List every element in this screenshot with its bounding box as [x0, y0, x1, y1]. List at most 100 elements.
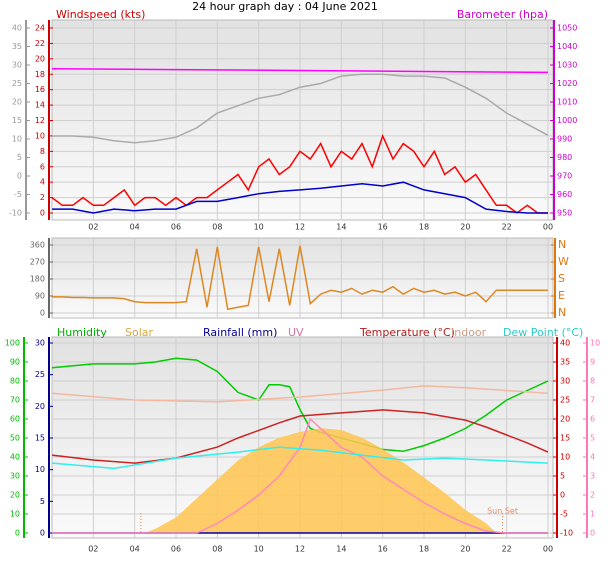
- legend-label: Solar: [125, 326, 154, 339]
- y-tick-label: 25: [35, 370, 45, 379]
- y-tick-label: 14: [35, 101, 45, 110]
- annotation: Sun Set: [487, 507, 518, 516]
- line: [51, 357, 549, 453]
- line: [51, 67, 549, 74]
- y-tick-label: 0: [560, 491, 565, 500]
- y2-axis-title: Barometer (hpa): [457, 8, 548, 21]
- x-tick-label: 14: [336, 545, 346, 554]
- y-tick-label: 2: [40, 193, 45, 202]
- x-tick-label: 04: [130, 223, 140, 232]
- y-tick-label: 2: [590, 491, 595, 500]
- x-tick-label: 20: [460, 223, 470, 232]
- legend-label: Temperature (°C): [359, 326, 455, 339]
- y-axis-title: Windspeed (kts): [56, 8, 145, 21]
- y-tick-label: 35: [12, 42, 22, 51]
- y-tick-label: 0: [40, 529, 45, 538]
- x-tick-label: 12: [295, 223, 305, 232]
- x-tick-label: 16: [378, 223, 388, 232]
- y-tick-label: 60: [10, 415, 20, 424]
- y-tick-label: -5: [14, 190, 22, 199]
- x-tick-label: 02: [88, 545, 98, 554]
- y-tick-label: 9: [590, 358, 595, 367]
- y-tick-label: 0: [40, 209, 45, 218]
- y-tick-label: 30: [35, 339, 45, 348]
- y-tick-label: 950: [557, 209, 572, 218]
- x-tick-label: 06: [171, 223, 181, 232]
- x-tick-label: 14: [336, 223, 346, 232]
- y-tick-label: 0: [40, 309, 45, 318]
- title: 24 hour graph day : 04 June 2021: [192, 0, 378, 13]
- line: [51, 446, 549, 470]
- y-tick-label: -10: [560, 529, 573, 538]
- y-tick-label: 970: [557, 172, 572, 181]
- x-tick-label: 18: [419, 223, 429, 232]
- y-tick-label: 18: [35, 70, 45, 79]
- y-tick-label: 980: [557, 153, 572, 162]
- x-tick-label: 06: [171, 545, 181, 554]
- y-tick-label: -10: [9, 209, 22, 218]
- y-tick-label: 1040: [557, 42, 577, 51]
- y-tick-label: 8: [40, 147, 45, 156]
- y-tick-label: 4: [590, 453, 595, 462]
- x-tick-label: 00: [543, 545, 553, 554]
- y-tick-label: 90: [10, 358, 20, 367]
- y-tick-label: 16: [35, 85, 45, 94]
- y-tick-label: 1030: [557, 61, 577, 70]
- line: [51, 133, 548, 214]
- line: [52, 245, 548, 311]
- legend-label: Humidity: [57, 326, 107, 339]
- x-tick-label: 10: [254, 223, 264, 232]
- y-tick-label: 0: [17, 172, 22, 181]
- y-tick-label: 1020: [557, 79, 577, 88]
- y-tick-label: -5: [560, 510, 568, 519]
- y-tick-label: 20: [35, 402, 45, 411]
- x-tick-label: 18: [419, 545, 429, 554]
- y-tick-label: 40: [10, 453, 20, 462]
- x-tick-label: 10: [254, 545, 264, 554]
- y-tick-label: 10: [10, 510, 20, 519]
- y-tick-label: 3: [590, 472, 595, 481]
- x-tick-label: 22: [502, 545, 512, 554]
- y-tick-label: 10: [560, 453, 570, 462]
- y-tick-label: 5: [590, 434, 595, 443]
- y-tick-label: 30: [560, 377, 570, 386]
- y-tick-label: 25: [560, 396, 570, 405]
- x-tick-label: 22: [502, 223, 512, 232]
- y-tick-label: 22: [35, 39, 45, 48]
- y-tick-label: 1000: [557, 116, 577, 125]
- line: [52, 73, 549, 144]
- y-tick-label: 0: [15, 529, 20, 538]
- y-tick-label: S: [558, 272, 565, 285]
- y-tick-label: 0: [590, 529, 595, 538]
- y-tick-label: 15: [35, 434, 45, 443]
- y-tick-label: 30: [10, 472, 20, 481]
- x-tick-label: 08: [212, 223, 222, 232]
- y-tick-label: 5: [560, 472, 565, 481]
- y-tick-label: 990: [557, 135, 572, 144]
- legend-label: Dew Point (°C): [503, 326, 583, 339]
- y-tick-label: 6: [590, 415, 595, 424]
- legend-label: Rainfall (mm): [203, 326, 277, 339]
- y-tick-label: 10: [35, 131, 45, 140]
- y-tick-label: 5: [17, 153, 22, 162]
- y-tick-label: 90: [35, 292, 45, 301]
- y-tick-label: 1: [590, 510, 595, 519]
- x-tick-label: 20: [460, 545, 470, 554]
- y-tick-label: 20: [12, 98, 22, 107]
- y-tick-label: 10: [35, 465, 45, 474]
- line: [51, 385, 549, 403]
- y-tick-label: 35: [560, 358, 570, 367]
- y-tick-label: 30: [12, 61, 22, 70]
- y-tick-label: 50: [10, 434, 20, 443]
- y-tick-label: 1050: [557, 24, 577, 33]
- y-tick-label: 70: [10, 396, 20, 405]
- y-tick-label: 20: [10, 491, 20, 500]
- x-tick-label: 04: [130, 545, 140, 554]
- x-tick-label: 08: [212, 545, 222, 554]
- y-tick-label: 40: [560, 339, 570, 348]
- y-tick-label: W: [558, 255, 569, 268]
- y-tick-label: N: [558, 238, 566, 251]
- y-tick-label: 5: [40, 497, 45, 506]
- y-tick-label: 7: [590, 396, 595, 405]
